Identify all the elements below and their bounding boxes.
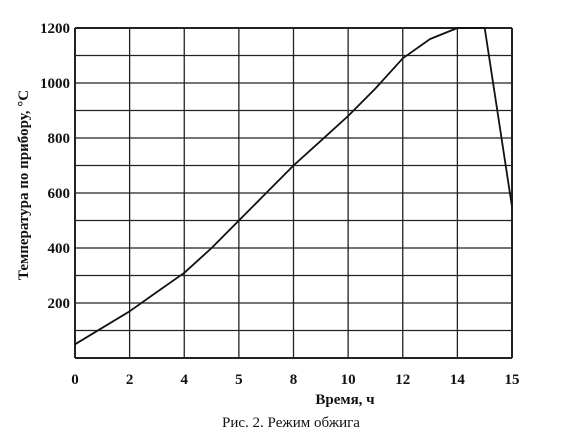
tick-labels: 0 2 4 5 8 10 12 14 15 200 400 600 800 1000 1200 bbox=[40, 21, 520, 388]
x-tick-label: 2 bbox=[126, 372, 134, 388]
y-tick-label: 600 bbox=[48, 186, 71, 202]
figure-caption: Рис. 2. Режим обжига bbox=[222, 415, 360, 431]
series-line bbox=[74, 27, 513, 346]
x-tick-label: 4 bbox=[181, 372, 189, 388]
y-tick-label: 1200 bbox=[40, 21, 70, 37]
x-tick-label: 14 bbox=[450, 372, 466, 388]
y-tick-label: 200 bbox=[48, 296, 71, 312]
x-tick-label: 5 bbox=[235, 372, 243, 388]
x-tick-label: 8 bbox=[290, 372, 298, 388]
y-tick-label: 1000 bbox=[40, 76, 70, 92]
y-tick-label: 400 bbox=[48, 241, 71, 257]
y-axis-label: Температура по прибору, °С bbox=[16, 90, 32, 280]
series bbox=[74, 27, 513, 346]
x-tick-label: 10 bbox=[341, 372, 356, 388]
y-tick-label: 800 bbox=[48, 131, 71, 147]
x-tick-label: 0 bbox=[71, 372, 79, 388]
x-tick-label: 15 bbox=[505, 372, 520, 388]
x-tick-label: 12 bbox=[395, 372, 410, 388]
x-axis-label: Время, ч bbox=[315, 392, 375, 408]
grid bbox=[74, 27, 513, 359]
